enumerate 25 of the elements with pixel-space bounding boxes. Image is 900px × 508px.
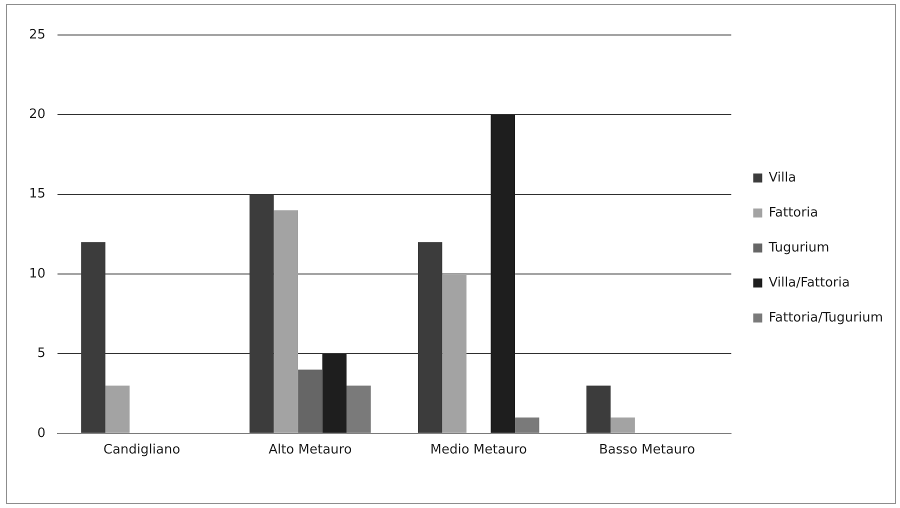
legend-label: Fattoria xyxy=(768,205,818,220)
y-tick-label: 15 xyxy=(28,186,46,202)
y-tick-label: 10 xyxy=(28,266,46,282)
bar xyxy=(298,370,322,433)
y-tick-label: 25 xyxy=(28,27,46,42)
bar xyxy=(105,386,130,433)
y-tick-label: 0 xyxy=(37,426,46,441)
x-tick-label: Alto Metauro xyxy=(268,442,352,458)
bar xyxy=(514,417,540,433)
x-tick-label: Basso Metauro xyxy=(599,442,696,458)
legend-label: Villa/Fattoria xyxy=(768,275,850,290)
legend-label: Fattoria/Tugurium xyxy=(768,310,884,326)
legend-label: Villa xyxy=(768,170,796,186)
bar xyxy=(490,114,515,433)
bar xyxy=(610,417,635,433)
bar xyxy=(586,386,611,433)
y-tick-label: 5 xyxy=(37,346,46,362)
y-tick-label: 20 xyxy=(28,107,46,122)
x-tick-label: Candigliano xyxy=(103,442,180,458)
x-tick-label: Medio Metauro xyxy=(430,442,527,458)
bar xyxy=(322,354,347,433)
bar xyxy=(346,386,371,433)
legend-label: Tugurium xyxy=(768,240,830,256)
bar xyxy=(442,274,466,433)
bar xyxy=(274,210,298,433)
